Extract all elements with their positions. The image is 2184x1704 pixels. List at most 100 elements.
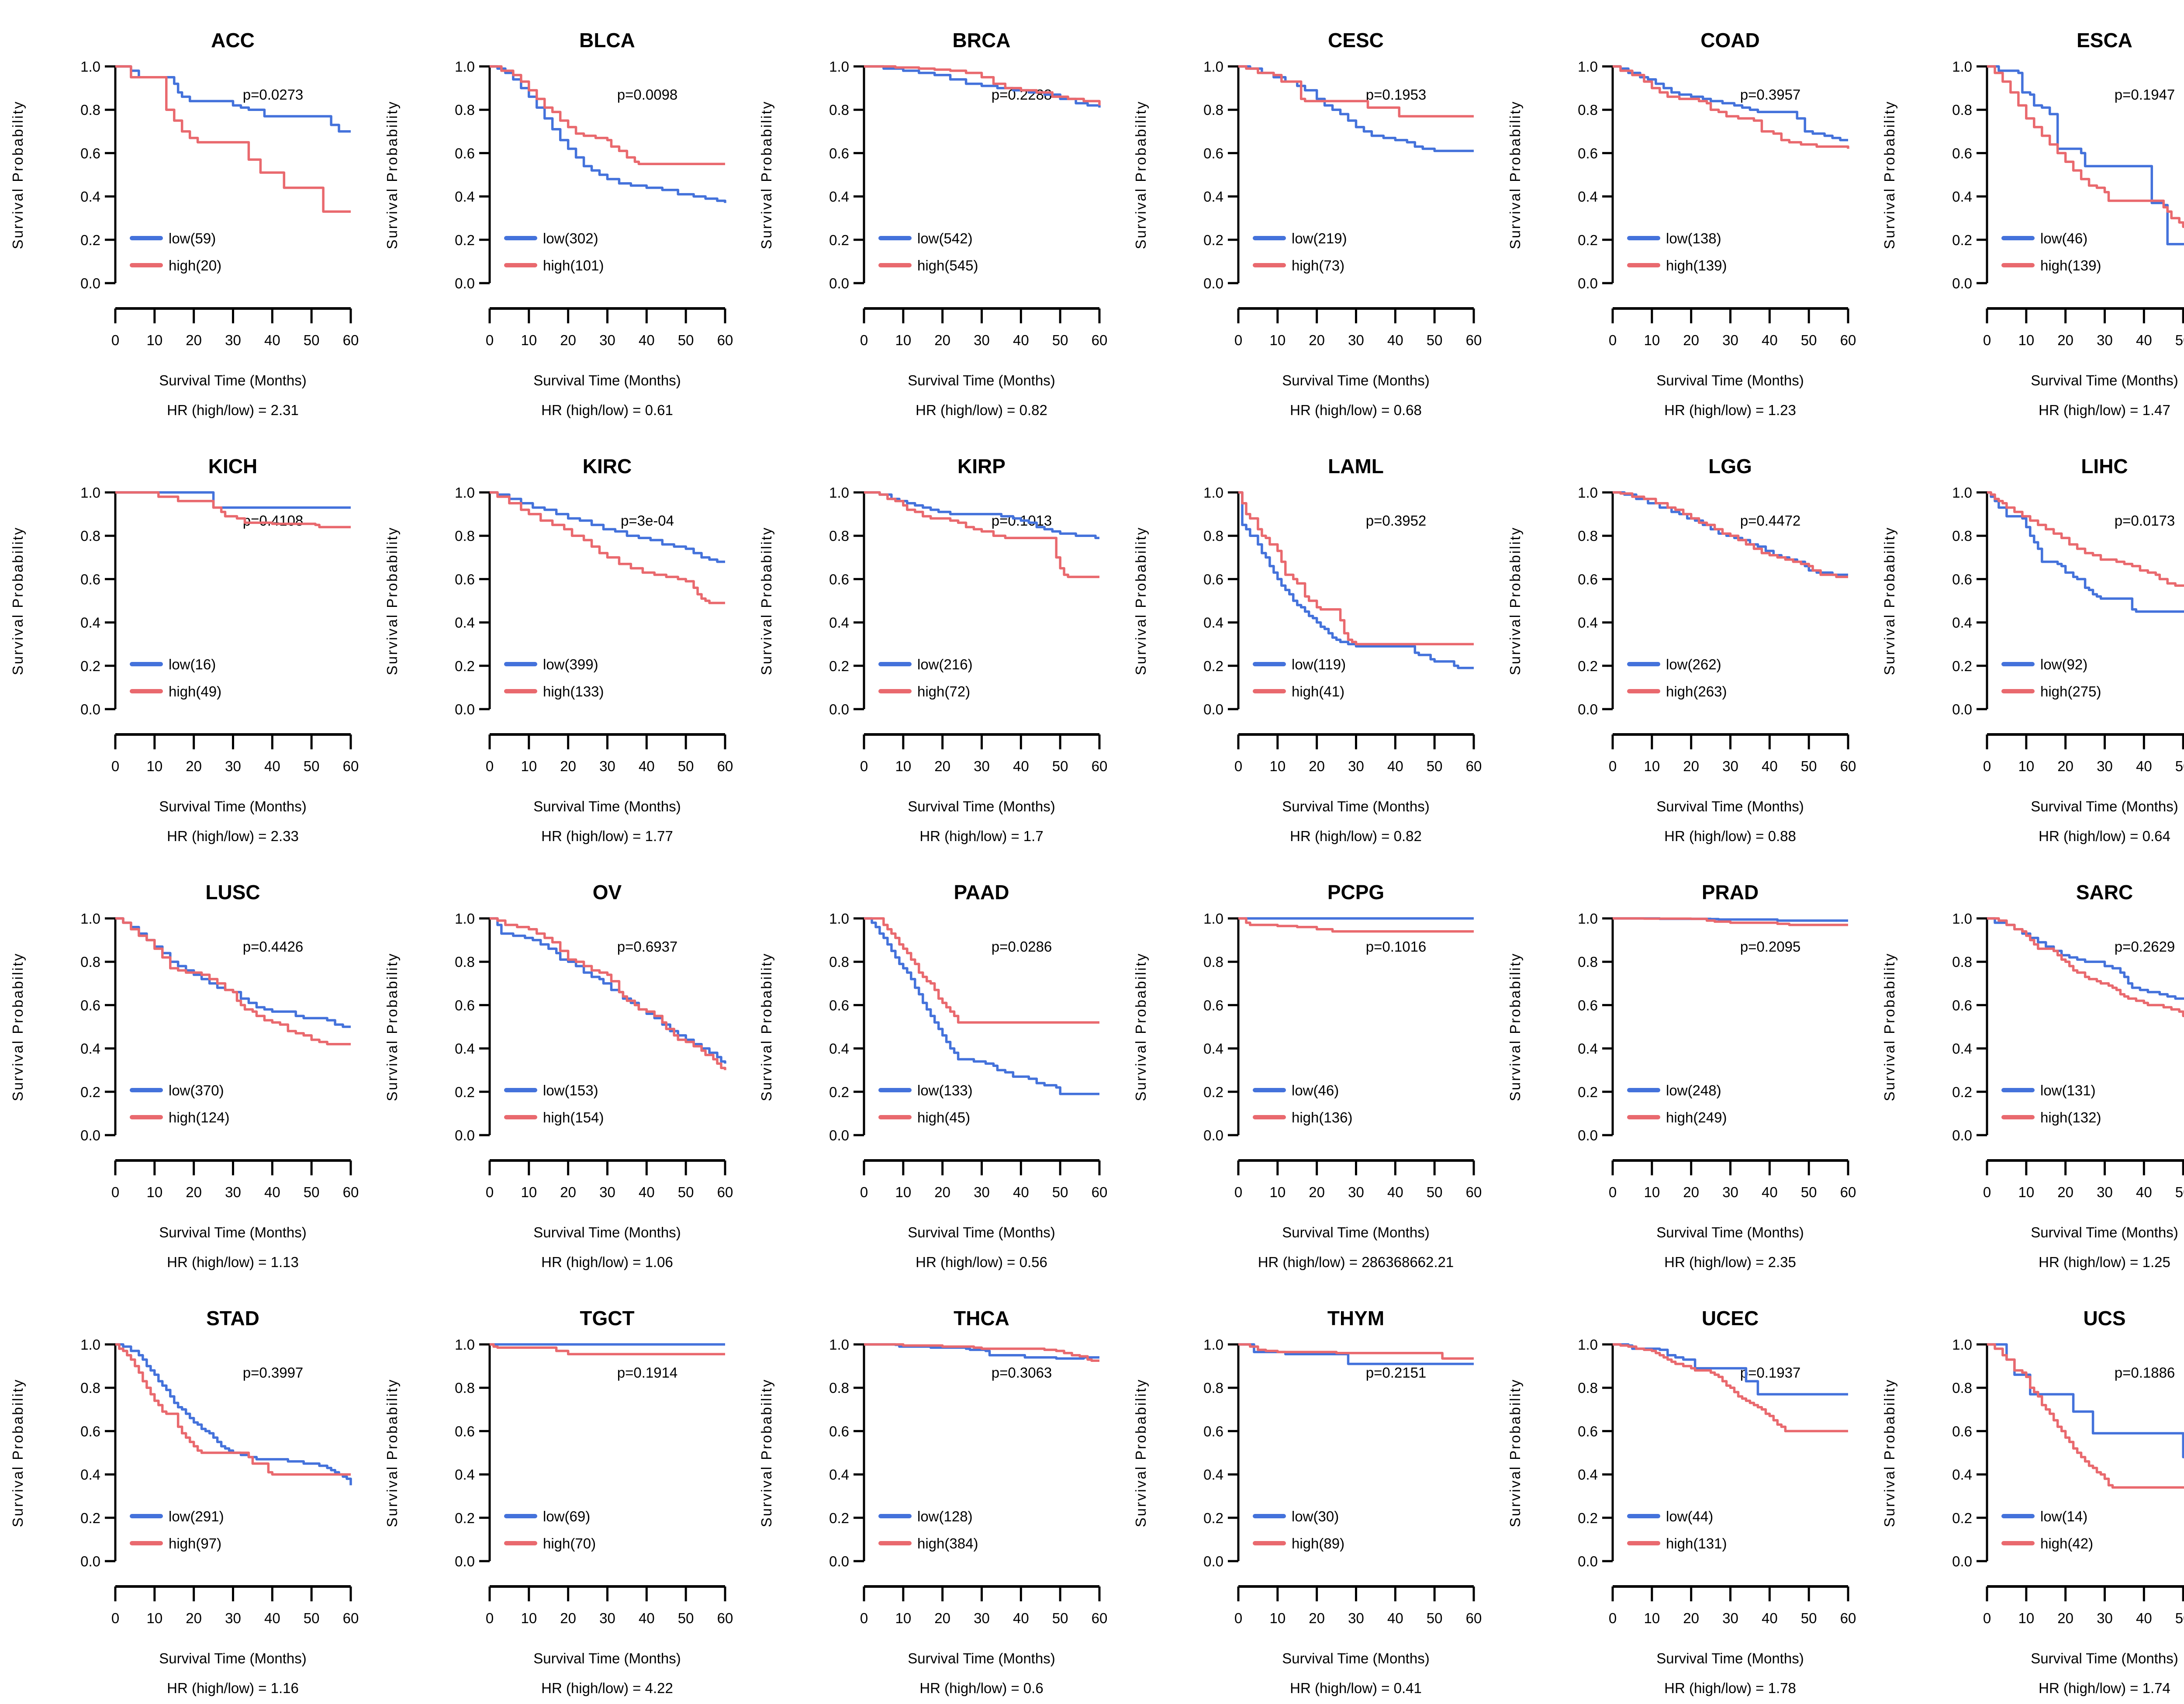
x-tick-label: 10 bbox=[521, 758, 537, 774]
x-tick-label: 30 bbox=[225, 1610, 241, 1626]
legend-low-label: low(119) bbox=[1292, 656, 1346, 672]
y-tick-label: 1.0 bbox=[1578, 485, 1598, 501]
x-tick-label: 20 bbox=[934, 758, 950, 774]
x-tick-label: 60 bbox=[717, 758, 733, 774]
y-tick-label: 0.0 bbox=[1952, 1127, 1972, 1143]
y-tick-label: 0.0 bbox=[455, 1553, 475, 1569]
y-tick-label: 0.0 bbox=[829, 1553, 849, 1569]
y-tick-label: 0.4 bbox=[1952, 1041, 1972, 1057]
x-axis-title: Survival Time (Months) bbox=[159, 372, 306, 388]
x-tick-label: 30 bbox=[225, 758, 241, 774]
y-tick-label: 0.4 bbox=[80, 615, 100, 631]
y-axis-title: Survival Probability bbox=[1881, 952, 1897, 1101]
y-tick-label: 0.8 bbox=[1952, 528, 1972, 544]
x-tick-label: 60 bbox=[343, 758, 359, 774]
legend-high-label: high(139) bbox=[2040, 257, 2101, 274]
y-tick-label: 0.6 bbox=[80, 997, 100, 1013]
y-tick-label: 1.0 bbox=[1203, 485, 1223, 501]
km-panel-lgg: LGG p=0.4472 0.0 0.2 0.4 0.6 0.8 1.0 Survival Pr… bbox=[1497, 426, 1872, 852]
y-tick-label: 1.0 bbox=[80, 485, 100, 501]
high-group-curve bbox=[115, 65, 351, 213]
x-tick-label: 10 bbox=[1644, 1184, 1660, 1200]
panel-title: SARC bbox=[2076, 881, 2133, 904]
panel-title: LGG bbox=[1708, 455, 1752, 478]
y-tick-label: 1.0 bbox=[455, 59, 475, 75]
x-tick-label: 10 bbox=[146, 1184, 162, 1200]
x-axis-title: Survival Time (Months) bbox=[533, 372, 681, 388]
x-axis-title: Survival Time (Months) bbox=[2031, 1224, 2178, 1240]
y-tick-label: 0.0 bbox=[455, 275, 475, 291]
km-panel-sarc: SARC p=0.2629 0.0 0.2 0.4 0.6 0.8 1.0 Survival P… bbox=[1872, 852, 2184, 1278]
low-group-curve bbox=[864, 491, 1099, 539]
y-tick-label: 0.0 bbox=[80, 275, 100, 291]
x-tick-label: 40 bbox=[1013, 758, 1029, 774]
y-tick-label: 1.0 bbox=[1203, 1337, 1223, 1353]
x-tick-label: 10 bbox=[1269, 1610, 1286, 1626]
hr-label: HR (high/low) = 1.16 bbox=[167, 1680, 299, 1696]
high-group-curve bbox=[490, 491, 725, 604]
legend-low-label: low(128) bbox=[917, 1508, 973, 1524]
y-tick-label: 0.4 bbox=[1578, 189, 1598, 205]
high-group-curve bbox=[115, 491, 351, 529]
y-tick-label: 0.0 bbox=[1578, 275, 1598, 291]
hr-label: HR (high/low) = 0.64 bbox=[2039, 828, 2170, 844]
y-tick-label: 0.4 bbox=[1203, 189, 1223, 205]
x-tick-label: 40 bbox=[1762, 758, 1778, 774]
x-tick-label: 50 bbox=[1801, 1610, 1817, 1626]
x-tick-label: 60 bbox=[1840, 1184, 1856, 1200]
low-group-curve bbox=[1987, 65, 2184, 246]
y-tick-label: 0.8 bbox=[829, 1380, 849, 1396]
x-tick-label: 40 bbox=[639, 1184, 655, 1200]
x-tick-label: 0 bbox=[111, 1184, 119, 1200]
x-tick-label: 50 bbox=[304, 1610, 320, 1626]
x-tick-label: 30 bbox=[1722, 758, 1738, 774]
legend-low-label: low(262) bbox=[1666, 656, 1721, 672]
hr-label: HR (high/low) = 0.61 bbox=[541, 402, 673, 418]
km-plot-acc: ACC p=0.0273 0.0 0.2 0.4 0.6 0.8 1.0 Survival Pr… bbox=[10, 29, 359, 418]
legend-low-label: low(30) bbox=[1292, 1508, 1339, 1524]
x-tick-label: 10 bbox=[895, 1184, 911, 1200]
km-panel-ucec: UCEC p=0.1937 0.0 0.2 0.4 0.6 0.8 1.0 Survival P… bbox=[1497, 1278, 1872, 1704]
x-tick-label: 50 bbox=[678, 332, 694, 348]
x-tick-label: 0 bbox=[1234, 1610, 1242, 1626]
p-value-label: p=0.1016 bbox=[1366, 939, 1427, 955]
p-value-label: p=0.0173 bbox=[2115, 513, 2175, 529]
y-tick-label: 0.4 bbox=[1952, 615, 1972, 631]
hr-label: HR (high/low) = 1.47 bbox=[2039, 402, 2170, 418]
y-tick-label: 0.2 bbox=[1203, 1084, 1223, 1100]
panel-title: CESC bbox=[1328, 29, 1384, 52]
x-tick-label: 50 bbox=[1052, 332, 1068, 348]
x-axis-title: Survival Time (Months) bbox=[908, 1650, 1055, 1666]
p-value-label: p=0.1947 bbox=[2115, 87, 2175, 103]
y-tick-label: 0.8 bbox=[455, 1380, 475, 1396]
km-plot-lgg: LGG p=0.4472 0.0 0.2 0.4 0.6 0.8 1.0 Survival Pr… bbox=[1507, 455, 1856, 844]
km-plot-laml: LAML p=0.3952 0.0 0.2 0.4 0.6 0.8 1.0 Survival P… bbox=[1133, 455, 1482, 844]
x-tick-label: 20 bbox=[1309, 758, 1325, 774]
hr-label: HR (high/low) = 1.74 bbox=[2039, 1680, 2170, 1696]
high-group-curve bbox=[490, 917, 726, 1070]
x-tick-label: 30 bbox=[599, 1610, 615, 1626]
y-tick-label: 0.0 bbox=[1952, 701, 1972, 717]
km-panel-kirc: KIRC p=3e-04 0.0 0.2 0.4 0.6 0.8 1.0 Survival Pr… bbox=[374, 426, 749, 852]
x-tick-label: 50 bbox=[1427, 332, 1443, 348]
low-group-curve bbox=[115, 917, 351, 1028]
y-axis-title: Survival Probability bbox=[1507, 100, 1523, 249]
x-tick-label: 40 bbox=[1387, 332, 1403, 348]
y-tick-label: 0.8 bbox=[1578, 1380, 1598, 1396]
y-tick-label: 1.0 bbox=[80, 1337, 100, 1353]
y-tick-label: 0.0 bbox=[80, 701, 100, 717]
x-tick-label: 50 bbox=[1427, 1610, 1443, 1626]
y-tick-label: 0.6 bbox=[80, 571, 100, 587]
x-tick-label: 40 bbox=[264, 1184, 280, 1200]
y-tick-label: 0.2 bbox=[455, 1084, 475, 1100]
y-tick-label: 0.8 bbox=[1578, 102, 1598, 118]
legend-low-label: low(131) bbox=[2040, 1082, 2096, 1098]
y-tick-label: 0.4 bbox=[1203, 1467, 1223, 1483]
hr-label: HR (high/low) = 1.78 bbox=[1664, 1680, 1796, 1696]
y-tick-label: 0.4 bbox=[1203, 615, 1223, 631]
x-tick-label: 30 bbox=[2097, 1184, 2113, 1200]
x-axis-title: Survival Time (Months) bbox=[1282, 798, 1429, 814]
y-axis-title: Survival Probability bbox=[384, 952, 400, 1101]
x-tick-label: 20 bbox=[1309, 1610, 1325, 1626]
y-tick-label: 0.8 bbox=[455, 954, 475, 970]
